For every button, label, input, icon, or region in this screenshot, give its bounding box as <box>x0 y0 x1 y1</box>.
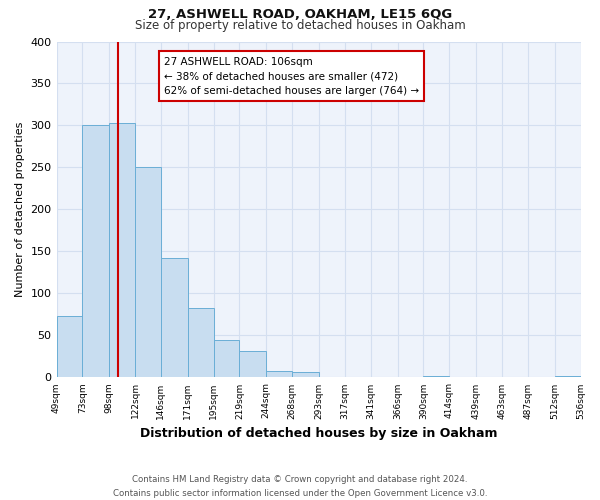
Bar <box>56 316 82 378</box>
Text: 27 ASHWELL ROAD: 106sqm
← 38% of detached houses are smaller (472)
62% of semi-d: 27 ASHWELL ROAD: 106sqm ← 38% of detache… <box>164 56 419 96</box>
Text: 27, ASHWELL ROAD, OAKHAM, LE15 6QG: 27, ASHWELL ROAD, OAKHAM, LE15 6QG <box>148 8 452 20</box>
Bar <box>188 308 214 378</box>
Bar <box>214 340 239 378</box>
Bar <box>161 258 188 378</box>
X-axis label: Distribution of detached houses by size in Oakham: Distribution of detached houses by size … <box>140 427 497 440</box>
Bar <box>266 370 292 378</box>
Bar <box>109 123 135 378</box>
Text: Size of property relative to detached houses in Oakham: Size of property relative to detached ho… <box>134 18 466 32</box>
Bar <box>424 376 449 378</box>
Bar <box>239 350 266 378</box>
Bar <box>82 126 109 378</box>
Bar <box>554 376 581 378</box>
Y-axis label: Number of detached properties: Number of detached properties <box>15 122 25 297</box>
Text: Contains HM Land Registry data © Crown copyright and database right 2024.
Contai: Contains HM Land Registry data © Crown c… <box>113 476 487 498</box>
Bar <box>135 168 161 378</box>
Bar <box>292 372 319 378</box>
